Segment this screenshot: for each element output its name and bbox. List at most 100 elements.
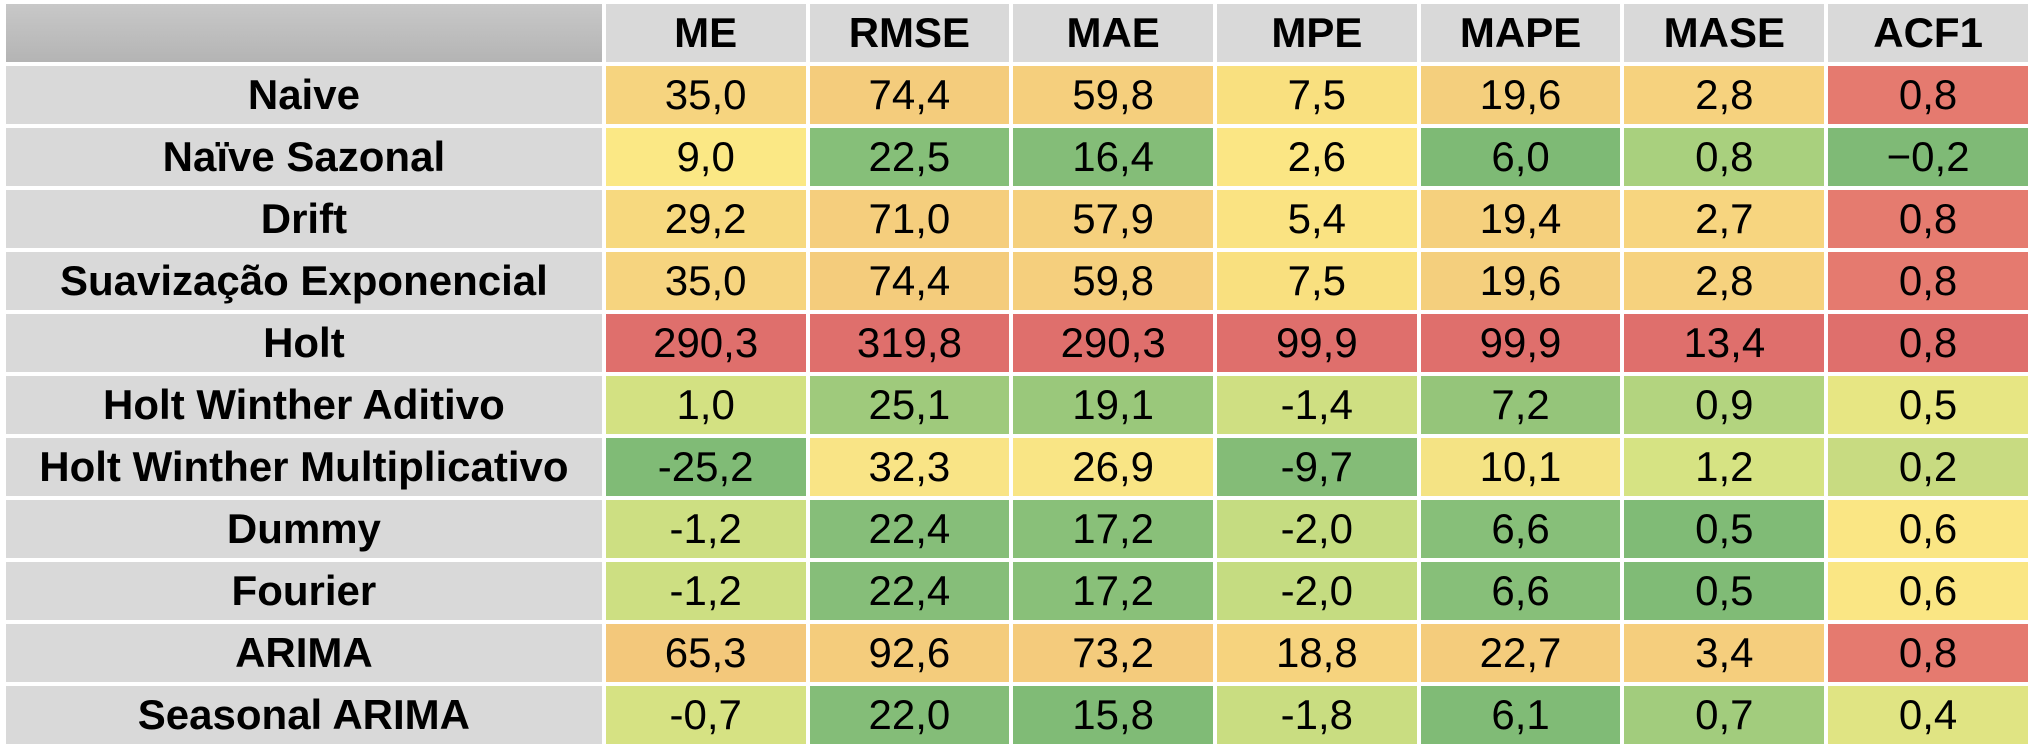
value-cell: 59,8	[1013, 66, 1213, 124]
row-label: Naive	[6, 66, 602, 124]
value-cell: 1,2	[1624, 438, 1825, 496]
value-cell: 25,1	[809, 376, 1010, 434]
row-label: Seasonal ARIMA	[6, 686, 602, 744]
value-cell: 6,6	[1420, 562, 1621, 620]
value-cell: 65,3	[605, 624, 806, 682]
column-header: MAPE	[1420, 4, 1621, 62]
value-cell: 13,4	[1624, 314, 1825, 372]
value-cell: 0,8	[1624, 128, 1825, 186]
table-row: Naive 35,0 74,4 59,8 7,5 19,6 2,8 0,8	[6, 66, 2028, 124]
value-cell: 92,6	[809, 624, 1010, 682]
value-cell: 16,4	[1013, 128, 1213, 186]
value-cell: 0,8	[1828, 624, 2028, 682]
value-cell: 0,8	[1828, 66, 2028, 124]
value-cell: 18,8	[1217, 624, 1417, 682]
value-cell: 9,0	[605, 128, 806, 186]
value-cell: -1,8	[1217, 686, 1417, 744]
value-cell: 32,3	[809, 438, 1010, 496]
value-cell: 3,4	[1624, 624, 1825, 682]
value-cell: 319,8	[809, 314, 1010, 372]
column-header: MAE	[1013, 4, 1213, 62]
table-row: ARIMA 65,3 92,6 73,2 18,8 22,7 3,4 0,8	[6, 624, 2028, 682]
value-cell: 6,0	[1420, 128, 1621, 186]
value-cell: 35,0	[605, 66, 806, 124]
value-cell: 6,6	[1420, 500, 1621, 558]
value-cell: 2,7	[1624, 190, 1825, 248]
table-row: Fourier -1,2 22,4 17,2 -2,0 6,6 0,5 0,6	[6, 562, 2028, 620]
row-label: Fourier	[6, 562, 602, 620]
row-label: ARIMA	[6, 624, 602, 682]
table-row: Naïve Sazonal 9,0 22,5 16,4 2,6 6,0 0,8 −0,2	[6, 128, 2028, 186]
value-cell: -1,2	[605, 562, 806, 620]
value-cell: 19,1	[1013, 376, 1213, 434]
value-cell: 2,8	[1624, 252, 1825, 310]
value-cell: 7,5	[1217, 66, 1417, 124]
table-row: Dummy -1,2 22,4 17,2 -2,0 6,6 0,5 0,6	[6, 500, 2028, 558]
value-cell: 74,4	[809, 66, 1010, 124]
value-cell: -25,2	[605, 438, 806, 496]
value-cell: 2,8	[1624, 66, 1825, 124]
row-label: Naïve Sazonal	[6, 128, 602, 186]
value-cell: 6,1	[1420, 686, 1621, 744]
value-cell: 19,4	[1420, 190, 1621, 248]
table-row: Seasonal ARIMA -0,7 22,0 15,8 -1,8 6,1 0,7 0,4	[6, 686, 2028, 744]
value-cell: -0,7	[605, 686, 806, 744]
value-cell: 22,4	[809, 562, 1010, 620]
value-cell: 22,5	[809, 128, 1010, 186]
value-cell: 0,2	[1828, 438, 2028, 496]
value-cell: 0,8	[1828, 190, 2028, 248]
value-cell: 22,7	[1420, 624, 1621, 682]
value-cell: 19,6	[1420, 252, 1621, 310]
corner-cell	[6, 4, 602, 62]
value-cell: 290,3	[605, 314, 806, 372]
value-cell: 2,6	[1217, 128, 1417, 186]
row-label: Dummy	[6, 500, 602, 558]
value-cell: 35,0	[605, 252, 806, 310]
value-cell: 5,4	[1217, 190, 1417, 248]
value-cell: 26,9	[1013, 438, 1213, 496]
row-label: Holt Winther Multiplicativo	[6, 438, 602, 496]
value-cell: 59,8	[1013, 252, 1213, 310]
table-row: Holt 290,3 319,8 290,3 99,9 99,9 13,4 0,8	[6, 314, 2028, 372]
value-cell: 29,2	[605, 190, 806, 248]
value-cell: 7,5	[1217, 252, 1417, 310]
column-header: MASE	[1624, 4, 1825, 62]
column-header: MPE	[1217, 4, 1417, 62]
value-cell: -9,7	[1217, 438, 1417, 496]
row-label: Drift	[6, 190, 602, 248]
value-cell: 74,4	[809, 252, 1010, 310]
column-header: ME	[605, 4, 806, 62]
value-cell: 0,8	[1828, 314, 2028, 372]
value-cell: 0,9	[1624, 376, 1825, 434]
value-cell: 17,2	[1013, 500, 1213, 558]
row-label: Suavização Exponencial	[6, 252, 602, 310]
value-cell: 99,9	[1217, 314, 1417, 372]
table-row: Holt Winther Multiplicativo -25,2 32,3 26,9…	[6, 438, 2028, 496]
column-header: ACF1	[1828, 4, 2028, 62]
table-row: Suavização Exponencial 35,0 74,4 59,8 7,5 19,…	[6, 252, 2028, 310]
value-cell: 0,8	[1828, 252, 2028, 310]
value-cell: 0,6	[1828, 500, 2028, 558]
value-cell: -1,4	[1217, 376, 1417, 434]
value-cell: 0,4	[1828, 686, 2028, 744]
table-row: Drift 29,2 71,0 57,9 5,4 19,4 2,7 0,8	[6, 190, 2028, 248]
value-cell: 57,9	[1013, 190, 1213, 248]
table-row: Holt Winther Aditivo 1,0 25,1 19,1 -1,4 7,2 0,…	[6, 376, 2028, 434]
value-cell: 19,6	[1420, 66, 1621, 124]
value-cell: -2,0	[1217, 562, 1417, 620]
value-cell: 10,1	[1420, 438, 1621, 496]
value-cell: 290,3	[1013, 314, 1213, 372]
value-cell: 0,5	[1624, 562, 1825, 620]
value-cell: -1,2	[605, 500, 806, 558]
value-cell: 22,4	[809, 500, 1010, 558]
value-cell: 1,0	[605, 376, 806, 434]
value-cell: 73,2	[1013, 624, 1213, 682]
row-label: Holt	[6, 314, 602, 372]
row-label: Holt Winther Aditivo	[6, 376, 602, 434]
header-row: ME RMSE MAE MPE MAPE MASE ACF1	[6, 4, 2028, 62]
value-cell: 0,7	[1624, 686, 1825, 744]
value-cell: −0,2	[1828, 128, 2028, 186]
value-cell: -2,0	[1217, 500, 1417, 558]
